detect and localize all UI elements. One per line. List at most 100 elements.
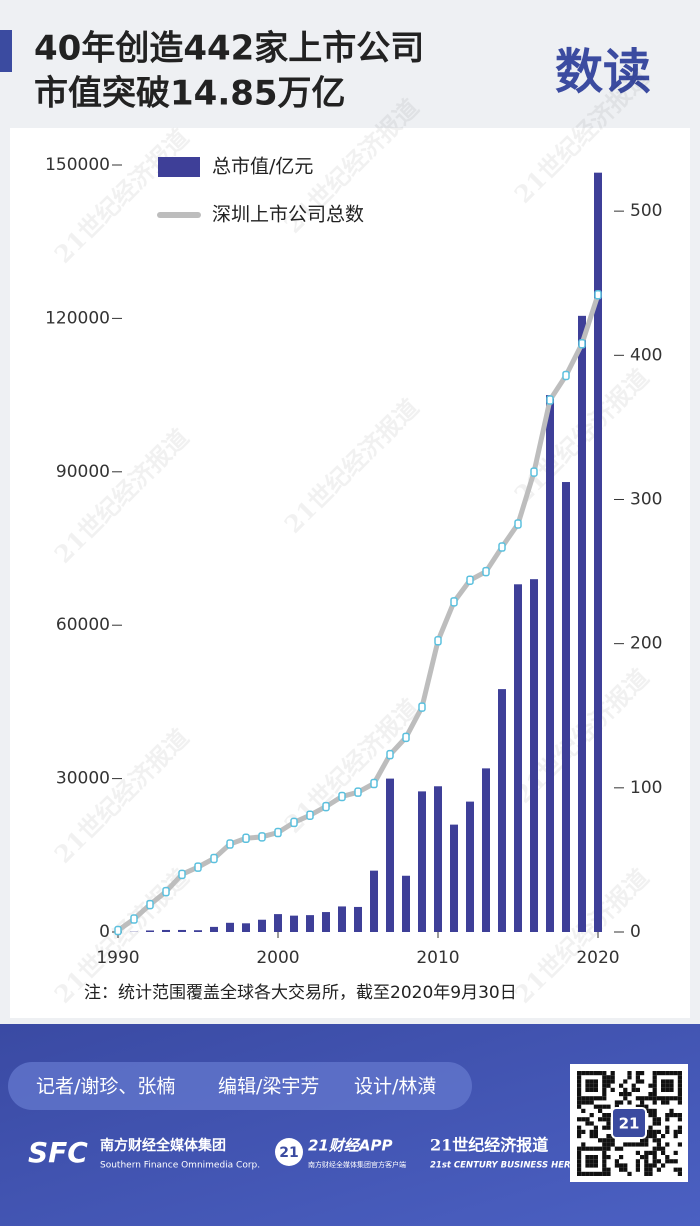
qr-module <box>581 1171 586 1176</box>
y2-tick-label: 300 <box>630 489 662 509</box>
qr-module <box>619 1146 624 1151</box>
qr-module <box>644 1171 649 1176</box>
qr-module <box>661 1163 666 1168</box>
qr-module <box>652 1113 657 1118</box>
qr-module <box>665 1100 670 1105</box>
qr-module <box>669 1087 674 1092</box>
qr-module <box>652 1087 657 1092</box>
bar <box>418 791 426 932</box>
qr-module <box>648 1129 653 1134</box>
qr-module <box>619 1163 624 1168</box>
line-marker <box>114 925 122 936</box>
line-marker <box>226 839 234 849</box>
y-tick-label: 0 <box>99 922 110 942</box>
qr-module <box>610 1071 615 1076</box>
qr-module <box>652 1138 657 1143</box>
line-marker <box>146 899 154 910</box>
qr-module <box>669 1083 674 1088</box>
qr-module <box>593 1104 598 1109</box>
qr-module <box>606 1171 611 1176</box>
qr-module <box>652 1100 657 1105</box>
qr-module <box>606 1117 611 1122</box>
line-marker <box>418 702 426 712</box>
qr-module <box>602 1159 607 1164</box>
qr-module <box>598 1108 603 1113</box>
qr-module <box>577 1092 582 1097</box>
qr-module <box>577 1171 582 1176</box>
qr-module <box>593 1155 598 1160</box>
bar <box>338 906 346 932</box>
line-marker <box>210 853 218 864</box>
qr-module <box>602 1117 607 1122</box>
qr-module <box>656 1071 661 1076</box>
qr-module <box>677 1079 682 1084</box>
qr-module <box>585 1071 590 1076</box>
qr-module <box>593 1071 598 1076</box>
qr-module <box>585 1117 590 1122</box>
y-tick-label: 150000 <box>45 155 110 175</box>
line-marker <box>290 817 298 828</box>
qr-module <box>602 1171 607 1176</box>
logo: 数读 <box>555 44 651 100</box>
logo-name: 21世纪经济报道 <box>430 1136 548 1155</box>
qr-module <box>656 1146 661 1151</box>
qr-module <box>585 1121 590 1126</box>
qr-module <box>577 1079 582 1084</box>
qr-module <box>610 1075 615 1080</box>
qr-module <box>581 1146 586 1151</box>
qr-module <box>669 1113 674 1118</box>
y2-tick-label: 400 <box>630 345 662 365</box>
qr-module <box>602 1083 607 1088</box>
x-tick-label: 2010 <box>416 948 459 968</box>
bar <box>386 778 394 932</box>
qr-module <box>598 1146 603 1151</box>
line-marker <box>130 914 138 924</box>
qr-module <box>635 1159 640 1164</box>
qr-module <box>589 1159 594 1164</box>
qr-module <box>656 1121 661 1126</box>
qr-module <box>661 1100 666 1105</box>
qr-module <box>602 1092 607 1097</box>
qr-module <box>598 1071 603 1076</box>
qr-module <box>652 1155 657 1160</box>
qr-module <box>677 1083 682 1088</box>
qr-module <box>619 1167 624 1172</box>
qr-module <box>631 1083 636 1088</box>
bar <box>498 689 506 932</box>
qr-module <box>606 1083 611 1088</box>
qr-module <box>577 1071 582 1076</box>
qr-module <box>648 1092 653 1097</box>
line-marker <box>546 395 554 405</box>
line-marker <box>514 519 522 529</box>
qr-module <box>577 1134 582 1139</box>
qr-module <box>677 1087 682 1092</box>
qr-module <box>656 1159 661 1164</box>
qr-module <box>665 1071 670 1076</box>
line-marker <box>162 886 170 897</box>
line-marker <box>594 290 602 300</box>
qr-module <box>648 1134 653 1139</box>
qr-module <box>593 1163 598 1168</box>
qr-module <box>577 1096 582 1101</box>
qr-module <box>640 1071 645 1076</box>
qr-module <box>665 1079 670 1084</box>
line-marker <box>194 862 202 872</box>
qr-module <box>593 1146 598 1151</box>
y2-tick-label: 0 <box>630 922 641 942</box>
bar <box>258 919 266 932</box>
qr-module <box>661 1096 666 1101</box>
qr-module <box>602 1075 607 1080</box>
qr-module <box>606 1155 611 1160</box>
x-tick-label: 2000 <box>256 948 299 968</box>
qr-module <box>635 1079 640 1084</box>
qr-module <box>577 1075 582 1080</box>
qr-module <box>627 1171 632 1176</box>
qr-module <box>644 1155 649 1160</box>
qr-module <box>665 1113 670 1118</box>
qr-module <box>652 1083 657 1088</box>
x-tick-label: 2020 <box>576 948 619 968</box>
qr-module <box>635 1163 640 1168</box>
qr-module <box>585 1163 590 1168</box>
qr-module <box>652 1071 657 1076</box>
qr-module <box>635 1087 640 1092</box>
